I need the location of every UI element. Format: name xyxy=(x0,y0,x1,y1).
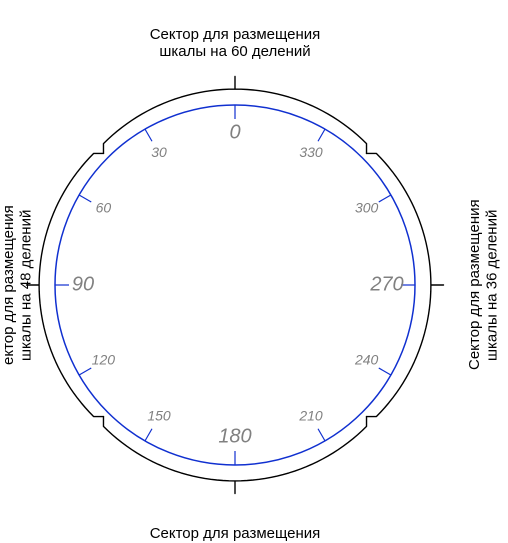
dial-svg: 0 330 300 270 240 210 180 150 120 90 60 30 xyxy=(0,0,508,543)
dial-mark: 30 xyxy=(151,144,167,160)
dial-mark: 90 xyxy=(72,273,94,295)
dial-mark: 210 xyxy=(298,407,323,423)
dial-mark: 330 xyxy=(299,144,323,160)
label-right: Сектор для размещения шкалы на 36 делени… xyxy=(466,130,501,440)
label-left: ектор для размещения шкалы на 48 делений xyxy=(0,130,35,440)
dial-circle xyxy=(55,105,415,465)
dial-mark: 60 xyxy=(96,200,112,216)
dial-tick xyxy=(318,429,325,441)
dial-mark: 120 xyxy=(92,352,116,368)
dial-tick xyxy=(379,195,391,202)
dial-tick xyxy=(79,368,91,375)
dial-tick xyxy=(145,129,152,141)
dial-tick xyxy=(145,429,152,441)
dial-tick xyxy=(379,368,391,375)
dial-tick xyxy=(79,195,91,202)
dial-mark: 180 xyxy=(218,425,251,447)
diagram-canvas: 0 330 300 270 240 210 180 150 120 90 60 30 Сектор д… xyxy=(0,0,508,543)
label-bottom: Сектор для размещения xyxy=(50,525,420,542)
dial-mark: 150 xyxy=(147,407,171,423)
dial-mark: 300 xyxy=(355,200,379,216)
dial-tick xyxy=(318,129,325,141)
dial-mark: 0 xyxy=(229,121,240,143)
label-top: Сектор для размещения шкалы на 60 делени… xyxy=(50,26,420,61)
dial-mark: 270 xyxy=(369,273,403,295)
dial-mark: 240 xyxy=(354,352,379,368)
